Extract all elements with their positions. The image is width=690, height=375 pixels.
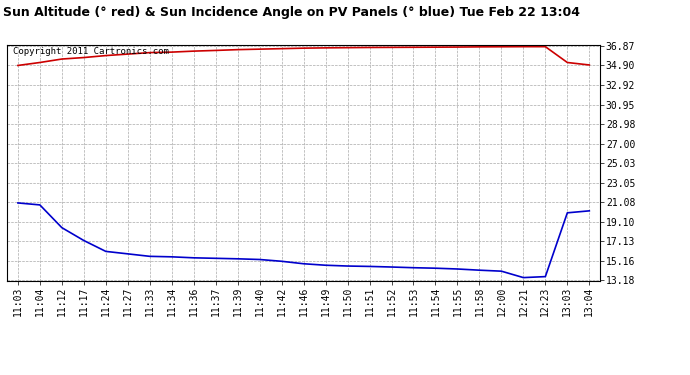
Text: Sun Altitude (° red) & Sun Incidence Angle on PV Panels (° blue) Tue Feb 22 13:0: Sun Altitude (° red) & Sun Incidence Ang…: [3, 6, 580, 19]
Text: Copyright 2011 Cartronics.com: Copyright 2011 Cartronics.com: [13, 47, 169, 56]
